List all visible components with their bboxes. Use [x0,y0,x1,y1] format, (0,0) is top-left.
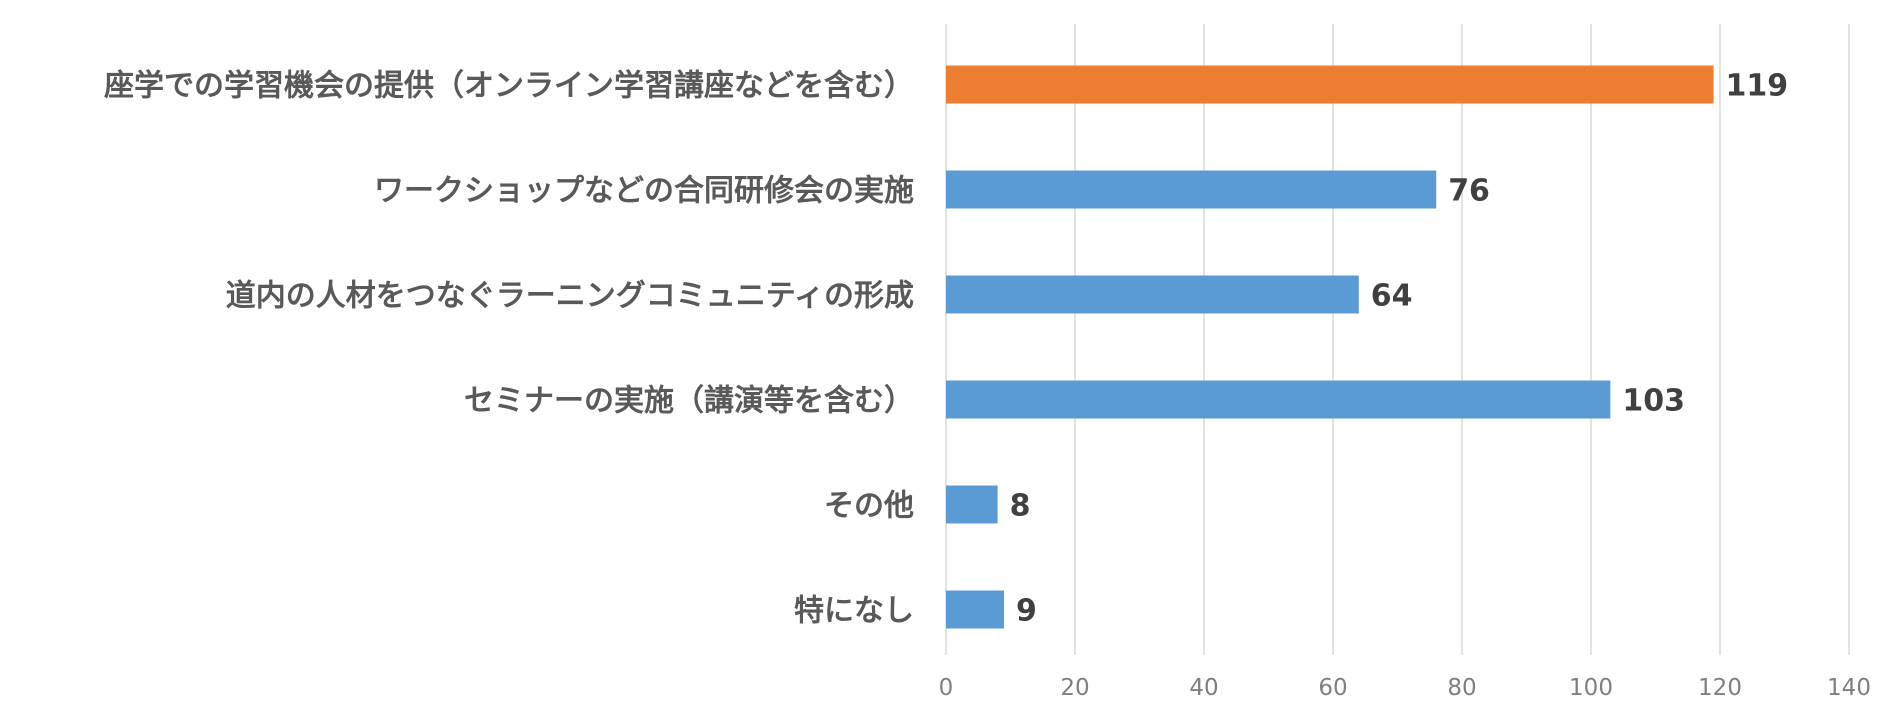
bar [946,380,1611,419]
category-labels: 座学での学習機会の提供（オンライン学習講座などを含む） ワークショップなどの合同研… [104,69,914,629]
category-label: その他 [824,489,914,524]
x-tick-label: 100 [1569,675,1613,701]
value-labels: 119 76 64 103 8 9 [1010,69,1789,629]
category-label: 道内の人材をつなぐラーニングコミュニティの形成 [226,279,914,314]
data-label: 76 [1448,174,1490,209]
bar [946,590,1005,629]
data-label: 103 [1622,384,1685,419]
x-tick-label: 120 [1698,675,1742,701]
x-tick-label: 20 [1060,675,1089,701]
x-tick-label: 80 [1447,675,1476,701]
x-tick-label: 60 [1318,675,1347,701]
data-label: 8 [1010,489,1031,524]
x-tick-label: 0 [939,675,954,701]
x-tick-label: 140 [1827,675,1871,701]
data-label: 119 [1726,69,1789,104]
category-label: セミナーの実施（講演等を含む） [464,384,914,419]
category-label: 特になし [794,594,914,629]
bar [946,275,1359,314]
bar [946,65,1714,104]
data-label: 64 [1371,279,1413,314]
bar [946,170,1437,209]
category-label: ワークショップなどの合同研修会の実施 [374,174,914,209]
data-label: 9 [1016,594,1037,629]
bar [946,485,998,524]
bars [946,65,1714,629]
gridlines [945,24,1850,655]
category-label: 座学での学習機会の提供（オンライン学習講座などを含む） [104,69,914,104]
x-tick-label: 40 [1189,675,1218,701]
x-axis-tick-labels: 0 20 40 60 80 100 120 140 [939,675,1871,701]
